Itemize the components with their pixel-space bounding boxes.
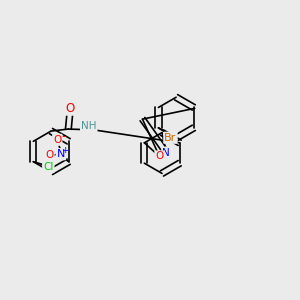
Text: Br: Br [164,133,177,143]
Text: +: + [61,146,68,155]
Text: O: O [155,152,164,161]
Text: NH: NH [81,121,97,131]
Text: O: O [45,150,54,160]
Text: N: N [162,148,170,158]
Text: N: N [57,149,65,159]
Text: O: O [65,102,74,115]
Text: Cl: Cl [43,162,53,172]
Text: O: O [53,135,61,145]
Text: -: - [61,130,65,143]
